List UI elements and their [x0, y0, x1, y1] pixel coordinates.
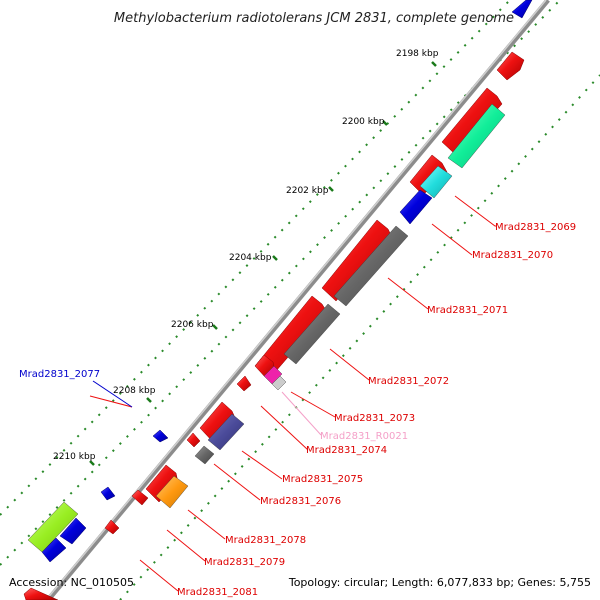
tick-label: 2200 kbp	[342, 117, 385, 127]
gene-arrow[interactable]	[41, 537, 67, 563]
cog-block[interactable]	[263, 365, 283, 385]
gene-label[interactable]: Mrad2831_2076	[260, 496, 341, 507]
gene-arrow[interactable]	[186, 432, 201, 448]
gene-arrow[interactable]	[23, 587, 59, 600]
gene-label[interactable]: Mrad2831_2078	[225, 535, 306, 546]
gene-label[interactable]: Mrad2831_2077	[19, 369, 100, 380]
cog-block[interactable]	[333, 225, 409, 307]
gene-label[interactable]: Mrad2831_2071	[427, 305, 508, 316]
gene-arrow[interactable]	[496, 51, 525, 81]
genome-backbone	[45, 0, 550, 600]
cog-block[interactable]	[155, 475, 189, 509]
accession-text: Accession: NC_010505	[9, 576, 134, 589]
cog-track	[27, 103, 506, 553]
gene-labels: Mrad2831_2069 Mrad2831_2070 Mrad2831_207…	[19, 222, 576, 598]
gene-arrow[interactable]	[399, 189, 433, 225]
tick-label: 2206 kbp	[171, 320, 214, 330]
cog-block[interactable]	[27, 501, 79, 553]
forward-genes	[23, 51, 525, 600]
gene-arrow[interactable]	[152, 429, 169, 443]
gene-arrow[interactable]	[131, 489, 149, 506]
cog-block[interactable]	[194, 445, 215, 465]
tick-label: 2210 kbp	[53, 452, 96, 462]
gene-label[interactable]: Mrad2831_2073	[334, 413, 415, 424]
tick-label: 2198 kbp	[396, 49, 439, 59]
gene-label[interactable]: Mrad2831_2070	[472, 250, 553, 261]
gene-arrow[interactable]	[100, 486, 116, 501]
gene-label[interactable]: Mrad2831_2079	[204, 557, 285, 568]
reverse-genes	[41, 0, 533, 563]
gene-arrow[interactable]	[511, 0, 533, 19]
gene-arrow[interactable]	[104, 519, 120, 535]
gene-arrow[interactable]	[236, 375, 252, 392]
cog-block[interactable]	[207, 413, 245, 451]
gene-label[interactable]: Mrad2831_R0021	[320, 431, 408, 442]
cog-block[interactable]	[447, 103, 506, 169]
tick-marks	[89, 61, 437, 466]
gene-arrow[interactable]	[145, 464, 179, 503]
gene-label[interactable]: Mrad2831_2081	[177, 587, 258, 598]
cog-block[interactable]	[283, 303, 341, 365]
gene-label[interactable]: Mrad2831_2069	[495, 222, 576, 233]
label-leader-lines	[89, 195, 496, 592]
gene-label[interactable]: Mrad2831_2074	[306, 445, 387, 456]
tick-label: 2202 kbp	[286, 186, 329, 196]
gene-arrow[interactable]	[59, 517, 87, 545]
tick-labels: 2198 kbp 2200 kbp 2202 kbp 2204 kbp 2206…	[53, 49, 439, 462]
gene-label[interactable]: Mrad2831_2075	[282, 474, 363, 485]
tick-label: 2208 kbp	[113, 386, 156, 396]
label-leader-line-blue	[92, 380, 133, 408]
cog-block[interactable]	[419, 165, 453, 199]
map-title: Methylobacterium radiotolerans JCM 2831,…	[114, 11, 514, 26]
genome-summary-text: Topology: circular; Length: 6,077,833 bp…	[288, 576, 591, 589]
gene-label[interactable]: Mrad2831_2072	[368, 376, 449, 387]
cog-block[interactable]	[271, 375, 287, 391]
label-leader-line-pink	[281, 391, 322, 436]
tick-label: 2204 kbp	[229, 253, 272, 263]
